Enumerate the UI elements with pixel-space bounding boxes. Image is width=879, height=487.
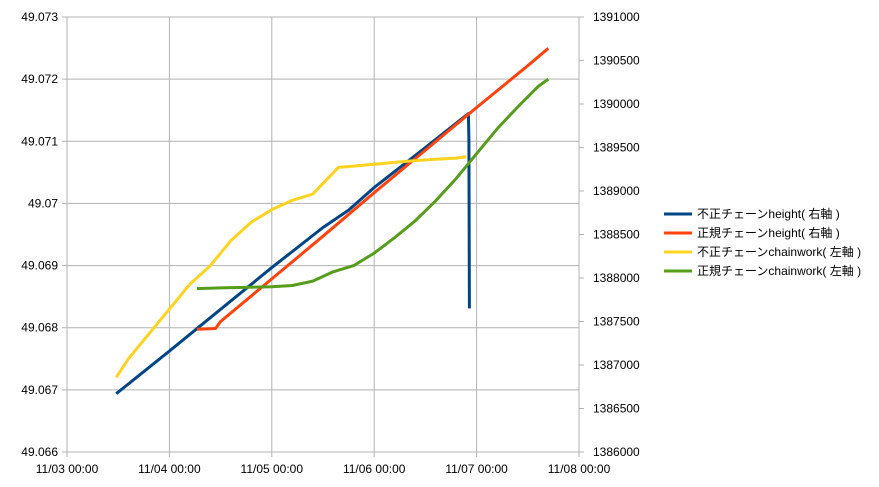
x-tick-label: 11/07 00:00 [445, 462, 508, 476]
y-right-tick-label: 1390500 [593, 54, 640, 68]
y-left-tick-label: 49.068 [21, 321, 58, 335]
y-right-tick-label: 1391000 [593, 10, 640, 24]
x-tick-label: 11/06 00:00 [343, 462, 406, 476]
x-tick-labels: 11/03 00:00 11/04 00:00 11/05 00:00 11/06 0… [36, 452, 611, 476]
y-right-tick-label: 1389500 [593, 141, 640, 155]
legend-label: 不正チェーンheight( 右軸 ) [697, 206, 840, 221]
x-tick-label: 11/05 00:00 [241, 462, 304, 476]
series-group [114, 47, 550, 395]
y-right-tick-label: 1386500 [593, 402, 640, 416]
x-tick-label: 11/04 00:00 [138, 462, 201, 476]
y-right-tick-label: 1388000 [593, 271, 640, 285]
series-line-4 [196, 77, 550, 291]
y-right-tick-label: 1386000 [593, 445, 640, 459]
legend: 不正チェーンheight( 右軸 ) 正規チェーンheight( 右軸 ) 不正チェ… [664, 206, 861, 278]
y-right-tick-label: 1387000 [593, 358, 640, 372]
y-right-tick-label: 1389000 [593, 184, 640, 198]
y-left-tick-labels: 49.066 49.067 49.068 49.069 49.07 49.071 49.07… [21, 10, 67, 459]
x-tick-label: 11/03 00:00 [36, 462, 99, 476]
series-line-2 [196, 47, 550, 331]
legend-label: 不正チェーンchainwork( 左軸 ) [697, 244, 861, 259]
y-left-tick-label: 49.072 [21, 72, 58, 86]
y-left-tick-label: 49.073 [21, 10, 58, 24]
y-left-tick-label: 49.07 [28, 196, 58, 210]
series-line-3 [114, 155, 467, 379]
legend-label: 正規チェーンchainwork( 左軸 ) [697, 263, 861, 278]
y-left-tick-label: 49.071 [21, 134, 58, 148]
x-tick-label: 11/08 00:00 [548, 462, 611, 476]
y-left-tick-label: 49.067 [21, 383, 58, 397]
y-left-tick-label: 49.069 [21, 259, 58, 273]
y-right-tick-label: 1388500 [593, 228, 640, 242]
y-right-tick-label: 1390000 [593, 97, 640, 111]
y-right-tick-label: 1387500 [593, 315, 640, 329]
legend-label: 正規チェーンheight( 右軸 ) [697, 225, 840, 240]
y-left-tick-label: 49.066 [21, 445, 58, 459]
y-right-tick-labels: 1386000 1386500 1387000 1387500 1388000 13885… [579, 10, 640, 459]
series-line-1 [115, 112, 471, 395]
